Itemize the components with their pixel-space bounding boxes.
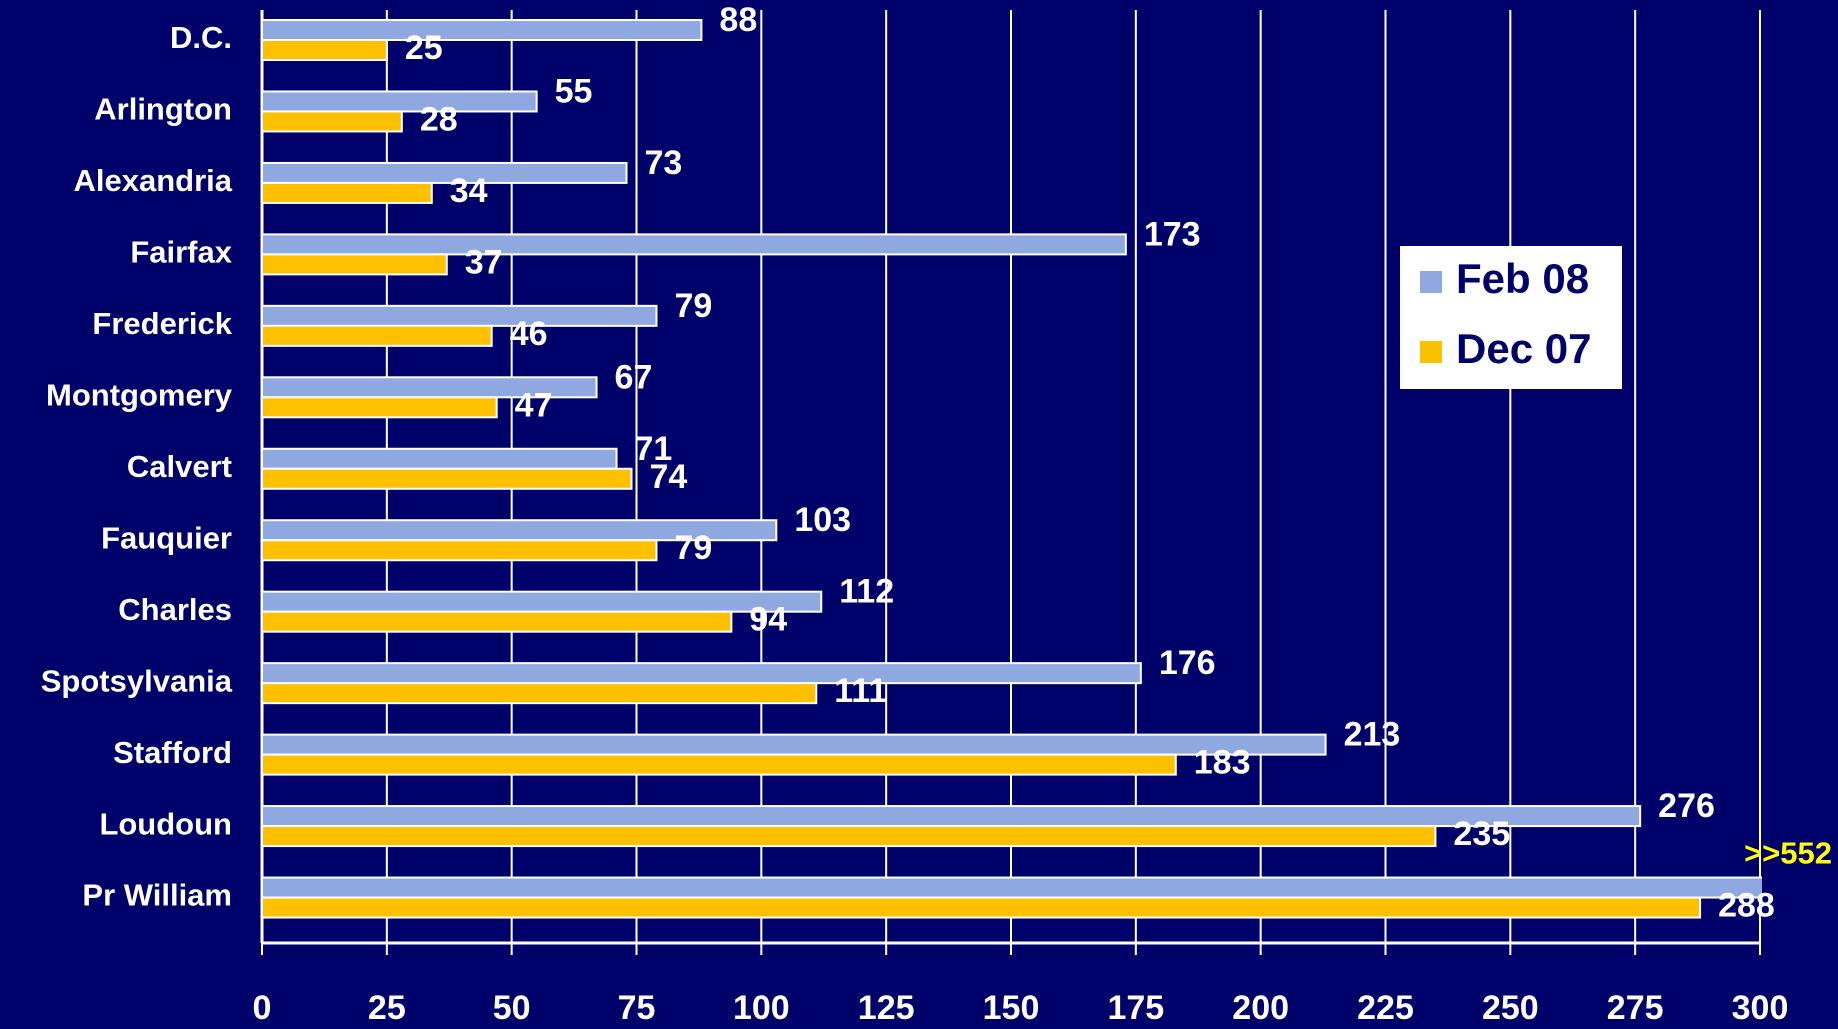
value-label: 67	[615, 358, 653, 396]
x-tick-label: 275	[1607, 989, 1664, 1027]
value-label: 47	[515, 386, 553, 424]
bar	[262, 539, 658, 562]
bar	[262, 662, 1142, 685]
x-tick-label: 150	[983, 989, 1040, 1027]
legend-label: Dec 07	[1456, 325, 1591, 372]
value-label: 71	[635, 430, 673, 468]
category-label: Arlington	[94, 92, 232, 127]
value-label: 288	[1718, 887, 1775, 925]
legend-label: Feb 08	[1456, 255, 1589, 302]
bar	[262, 19, 703, 41]
bar	[262, 610, 733, 633]
value-label: 112	[839, 573, 894, 611]
category-label: Frederick	[92, 306, 232, 341]
bar	[262, 825, 1437, 848]
value-label: 103	[794, 501, 851, 539]
legend-swatch	[1420, 271, 1442, 293]
bar	[262, 753, 1177, 776]
bar	[262, 590, 823, 613]
bar	[262, 181, 433, 204]
value-label: 111	[834, 672, 887, 710]
x-tick-label: 225	[1357, 989, 1414, 1027]
bars	[262, 19, 1762, 919]
bar	[262, 896, 1702, 919]
value-label: 25	[405, 29, 443, 67]
bar	[262, 253, 448, 276]
bar	[262, 304, 658, 327]
bar	[262, 447, 618, 470]
value-label: 183	[1194, 744, 1251, 782]
category-label: Fairfax	[130, 235, 232, 270]
x-tick-label: 0	[253, 989, 272, 1027]
category-label: Charles	[118, 592, 232, 627]
value-label: 173	[1144, 215, 1201, 253]
bar	[262, 90, 538, 113]
bar	[262, 805, 1642, 828]
value-label: 34	[450, 172, 488, 210]
x-tick-label: 50	[493, 989, 531, 1027]
value-label: 28	[420, 100, 458, 138]
bar	[262, 876, 1762, 899]
legend-swatch	[1420, 341, 1442, 363]
x-tick-label: 250	[1482, 989, 1539, 1027]
bar	[262, 110, 403, 133]
value-label: 74	[650, 458, 688, 496]
value-label: 213	[1344, 716, 1401, 754]
category-label: Stafford	[113, 735, 232, 770]
category-label: D.C.	[170, 20, 232, 55]
x-tick-label: 25	[368, 989, 406, 1027]
value-label: 79	[674, 529, 712, 567]
bar	[262, 233, 1127, 256]
bar	[262, 396, 498, 419]
bar	[262, 161, 628, 184]
category-label: Spotsylvania	[41, 663, 233, 698]
x-tick-label: 75	[618, 989, 656, 1027]
category-label: Pr William	[82, 878, 232, 913]
value-label: 46	[510, 315, 548, 353]
category-label: Loudoun	[99, 806, 232, 841]
value-label: 235	[1453, 815, 1510, 853]
value-label: 94	[749, 601, 787, 639]
x-tick-label: 125	[858, 989, 915, 1027]
value-label: 73	[645, 144, 683, 182]
category-label: Alexandria	[73, 163, 232, 198]
x-tick-label: 100	[733, 989, 790, 1027]
bar	[262, 324, 493, 347]
bar	[262, 39, 388, 61]
x-tick-label: 300	[1732, 989, 1789, 1027]
x-tick-label: 175	[1107, 989, 1164, 1027]
category-label: Calvert	[127, 449, 232, 484]
value-label: 79	[674, 287, 712, 325]
bar	[262, 733, 1327, 756]
category-label: Montgomery	[46, 377, 233, 412]
value-label: >>552	[1744, 836, 1832, 871]
category-label: Fauquier	[101, 520, 232, 555]
legend-box	[1400, 246, 1622, 389]
bar	[262, 467, 633, 490]
value-label: 276	[1658, 787, 1715, 825]
value-label: 176	[1159, 644, 1216, 682]
value-label: 55	[555, 72, 593, 110]
x-tick-label: 200	[1232, 989, 1289, 1027]
value-label: 37	[465, 243, 503, 281]
value-label: 88	[719, 1, 757, 39]
bar	[262, 682, 818, 705]
